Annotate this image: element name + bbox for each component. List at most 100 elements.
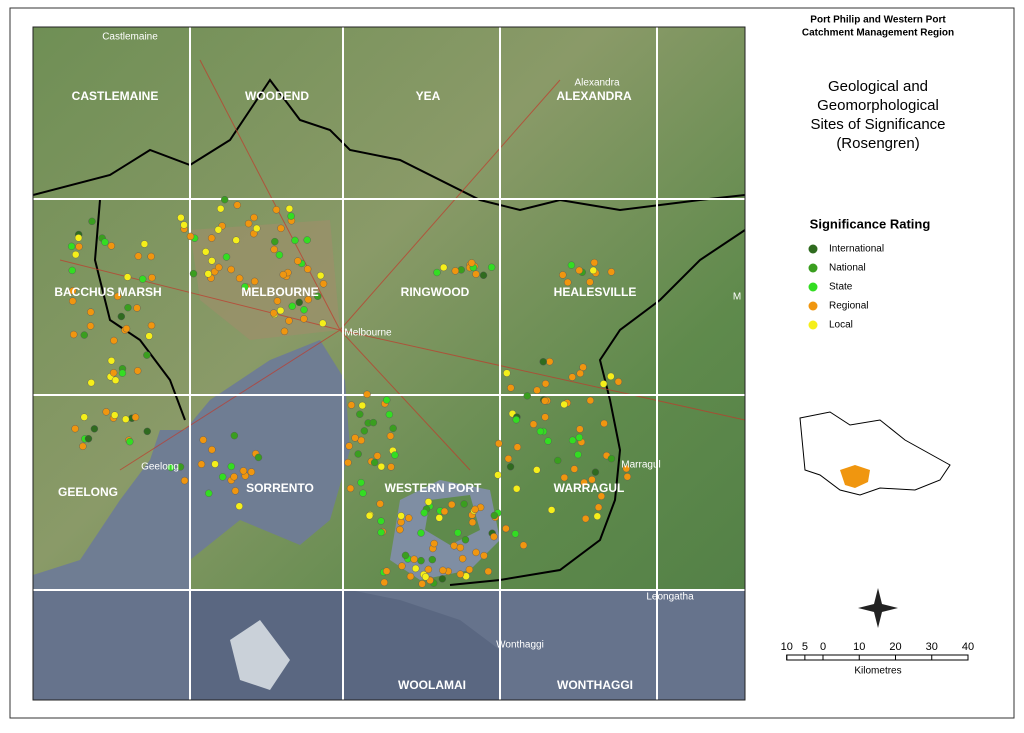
site-dot — [405, 514, 413, 522]
sheet-label: SORRENTO — [246, 481, 314, 495]
scale-bar-body — [786, 654, 969, 661]
site-dot — [607, 268, 616, 276]
site-dot — [253, 224, 261, 233]
site-dot — [88, 217, 96, 226]
catchment-boundary — [449, 229, 745, 586]
sheet-label: WARRAGUL — [554, 481, 625, 495]
site-dot — [363, 390, 371, 399]
site-dot — [401, 551, 410, 560]
site-dot — [250, 277, 259, 286]
site-dot — [147, 321, 156, 330]
site-dot — [272, 206, 281, 214]
site-dot — [147, 252, 155, 261]
site-dot — [591, 468, 600, 476]
site-dot — [588, 475, 596, 484]
title-line: Geological and — [828, 78, 928, 95]
site-dot — [398, 562, 406, 570]
site-dot — [111, 411, 119, 419]
site-dot — [523, 392, 531, 400]
site-dot — [84, 434, 93, 443]
site-dot — [410, 555, 418, 563]
site-dot — [214, 226, 223, 234]
site-dot — [280, 327, 289, 336]
site-dot — [211, 460, 219, 468]
site-dot — [285, 317, 293, 325]
site-dot — [570, 465, 579, 473]
legend-swatch — [808, 244, 818, 254]
site-dot — [479, 271, 488, 280]
site-dot — [319, 280, 328, 288]
site-dot — [133, 367, 142, 375]
site-dot — [579, 363, 587, 371]
site-dot — [533, 466, 541, 474]
sheet-label: ALEXANDRA — [556, 89, 632, 103]
site-dot — [140, 240, 149, 248]
site-dot — [387, 463, 395, 471]
site-dot — [67, 242, 76, 251]
site-dot — [590, 258, 599, 267]
site-dot — [139, 275, 147, 283]
site-dot — [529, 420, 538, 428]
site-dot — [143, 351, 151, 359]
site-dot — [71, 425, 79, 433]
site-dot — [356, 410, 364, 418]
site-dot — [377, 528, 385, 537]
site-dot — [109, 369, 118, 377]
site-dot — [389, 424, 397, 433]
site-dot — [101, 238, 109, 246]
site-dot — [221, 195, 229, 204]
legend: International National State Regional Local — [808, 244, 884, 331]
site-dot — [490, 533, 498, 541]
site-dot — [244, 219, 253, 228]
legend-swatch — [808, 282, 818, 292]
site-dot — [370, 458, 379, 467]
scale-label: 5 — [802, 641, 808, 653]
site-dot — [303, 236, 311, 244]
town-label: Melbourne — [344, 328, 392, 339]
site-dot — [502, 524, 510, 533]
site-dot — [560, 473, 569, 482]
sea — [33, 340, 350, 590]
site-dot — [300, 306, 308, 314]
legend-label: Local — [829, 320, 853, 331]
sheet-label: RINGWOOD — [401, 285, 470, 299]
site-dot — [235, 274, 244, 283]
site-dot — [544, 437, 552, 445]
site-dot — [439, 566, 447, 575]
sheet-grid — [33, 27, 745, 700]
site-dot — [568, 373, 576, 381]
site-dot — [254, 453, 263, 462]
site-dot — [385, 410, 394, 419]
map: CASTLEMAINE WOODEND YEA ALEXANDRA BACCHUS MA… — [33, 27, 745, 700]
site-dot — [357, 436, 365, 445]
cloud — [230, 620, 290, 690]
site-dot — [471, 505, 479, 514]
site-dot — [597, 492, 606, 500]
site-dot — [428, 555, 437, 564]
sheet-label: YEA — [416, 89, 441, 103]
site-dot — [373, 452, 382, 460]
site-dot — [391, 451, 399, 459]
site-dot — [79, 442, 87, 451]
site-dot — [208, 446, 216, 454]
sheet-label: MELBOURNE — [241, 285, 318, 299]
sheet-label: CASTLEMAINE — [72, 89, 159, 103]
site-dot — [74, 234, 83, 242]
site-dot — [271, 237, 279, 246]
legend-swatch — [808, 301, 818, 311]
site-dot — [369, 418, 378, 427]
site-dot — [131, 413, 140, 421]
site-dot — [75, 242, 83, 251]
site-dot — [102, 408, 110, 416]
site-dot — [456, 570, 465, 578]
site-dot — [472, 548, 480, 557]
site-dots — [67, 195, 632, 588]
site-dot — [86, 322, 95, 330]
site-dot — [567, 261, 576, 269]
site-dot — [376, 500, 384, 508]
sheet-label: WOODEND — [245, 89, 309, 103]
site-dot — [519, 541, 528, 549]
site-dot — [316, 271, 325, 280]
site-dot — [124, 303, 132, 312]
site-dot — [454, 529, 462, 537]
